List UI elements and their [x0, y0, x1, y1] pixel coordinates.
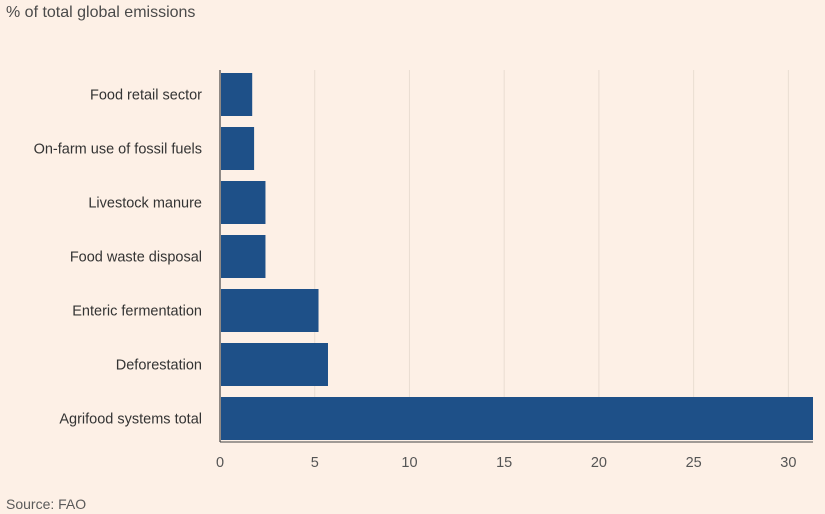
x-tick-label: 5 — [311, 455, 319, 471]
category-label: Food retail sector — [90, 88, 202, 104]
bars — [221, 73, 813, 440]
source-note: Source: FAO — [6, 496, 87, 512]
bar-agrifood-systems-total — [221, 397, 813, 440]
x-axis: 0 5 10 15 20 25 30 — [216, 70, 813, 471]
category-label: Agrifood systems total — [59, 412, 202, 428]
bar-on-farm-use-of-fossil-fuels — [221, 127, 255, 170]
category-label: On-farm use of fossil fuels — [34, 142, 202, 158]
x-tick-label: 15 — [496, 455, 512, 471]
x-tick-label: 0 — [216, 455, 224, 471]
x-tick-label: 25 — [686, 455, 702, 471]
x-tick-label: 10 — [401, 455, 417, 471]
x-tick-label: 20 — [591, 455, 607, 471]
category-label: Deforestation — [116, 358, 202, 374]
category-label: Livestock manure — [88, 196, 202, 212]
bar-deforestation — [221, 343, 328, 386]
chart-subtitle: % of total global emissions — [6, 4, 196, 21]
bar-enteric-fermentation — [221, 289, 319, 332]
bar-livestock-manure — [221, 181, 266, 224]
x-tick-label: 30 — [780, 455, 796, 471]
category-label: Enteric fermentation — [72, 304, 202, 320]
category-labels: Food retail sector On-farm use of fossil … — [34, 88, 203, 428]
bar-food-waste-disposal — [221, 235, 266, 278]
bar-food-retail-sector — [221, 73, 253, 116]
category-label: Food waste disposal — [70, 250, 202, 266]
